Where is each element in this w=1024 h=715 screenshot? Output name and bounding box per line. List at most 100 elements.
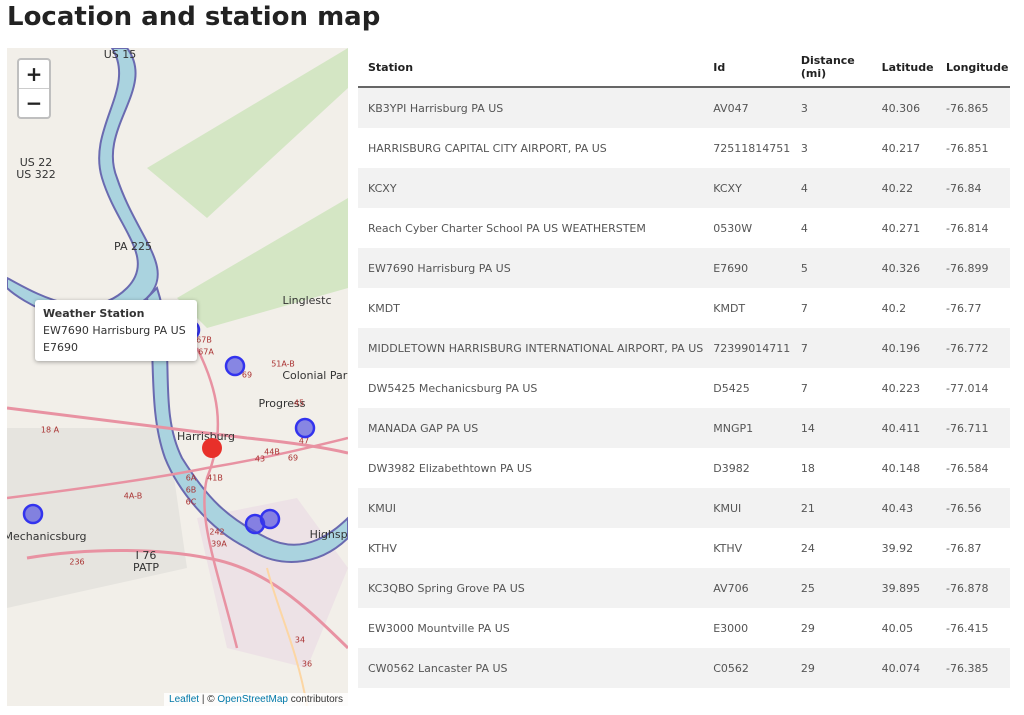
map-label: 36 <box>302 660 312 669</box>
table-row: KTHVKTHV2439.92-76.87 <box>358 528 1010 568</box>
table-cell: AV706 <box>703 568 791 608</box>
page-title: Location and station map <box>7 0 380 34</box>
column-header: Station <box>358 48 703 87</box>
map-label: 6C <box>186 498 197 507</box>
location-marker[interactable] <box>202 438 222 458</box>
table-cell: 40.326 <box>872 248 936 288</box>
table-cell: 39.92 <box>872 528 936 568</box>
table-row: KB3YPI Harrisburg PA USAV047340.306-76.8… <box>358 87 1010 128</box>
station-marker[interactable] <box>296 419 314 437</box>
map-label: 242 <box>209 528 224 537</box>
table-cell: 21 <box>791 488 872 528</box>
station-popup: Weather Station EW7690 Harrisburg PA US … <box>35 300 197 361</box>
table-cell: 18 <box>791 448 872 488</box>
table-cell: 40.306 <box>872 87 936 128</box>
map-label: Mechanicsburg <box>7 530 87 543</box>
map-attribution: Leaflet | © OpenStreetMap contributors <box>164 693 348 706</box>
table-cell: -76.77 <box>936 288 1010 328</box>
column-header: Longitude <box>936 48 1010 87</box>
table-cell: 4 <box>791 168 872 208</box>
station-marker[interactable] <box>226 357 244 375</box>
table-cell: Reach Cyber Charter School PA US WEATHER… <box>358 208 703 248</box>
map-label: 67A <box>198 348 214 357</box>
map-label: 51A-B <box>271 360 295 369</box>
table-cell: 0530W <box>703 208 791 248</box>
station-marker[interactable] <box>24 505 42 523</box>
table-cell: -77.014 <box>936 368 1010 408</box>
table-cell: MIDDLETOWN HARRISBURG INTERNATIONAL AIRP… <box>358 328 703 368</box>
table-row: MANADA GAP PA USMNGP11440.411-76.711 <box>358 408 1010 448</box>
table-cell: -76.772 <box>936 328 1010 368</box>
column-header: Latitude <box>872 48 936 87</box>
table-cell: EW7690 Harrisburg PA US <box>358 248 703 288</box>
table-cell: E3000 <box>703 608 791 648</box>
table-cell: -76.814 <box>936 208 1010 248</box>
table-cell: 29 <box>791 648 872 688</box>
table-cell: 29 <box>791 608 872 648</box>
column-header: Id <box>703 48 791 87</box>
map-label: PA 225 <box>114 240 152 253</box>
table-cell: 40.217 <box>872 128 936 168</box>
map-label: PATP <box>133 561 159 574</box>
map-label: Colonial Park <box>282 369 348 382</box>
table-cell: 7 <box>791 328 872 368</box>
table-cell: -76.711 <box>936 408 1010 448</box>
map-label: 69 <box>242 371 252 380</box>
osm-link[interactable]: OpenStreetMap <box>217 694 288 705</box>
station-marker[interactable] <box>261 510 279 528</box>
leaflet-link[interactable]: Leaflet <box>169 694 199 705</box>
table-cell: 40.43 <box>872 488 936 528</box>
map-label: 67B <box>196 336 212 345</box>
table-cell: KMUI <box>358 488 703 528</box>
table-row: DW5425 Mechanicsburg PA USD5425740.223-7… <box>358 368 1010 408</box>
table-cell: MANADA GAP PA US <box>358 408 703 448</box>
map-label: 18 A <box>41 426 60 435</box>
table-cell: KMDT <box>358 288 703 328</box>
attribution-separator: | © <box>202 694 215 705</box>
table-row: KMDTKMDT740.2-76.77 <box>358 288 1010 328</box>
table-cell: 4 <box>791 208 872 248</box>
map[interactable]: US 15US 22US 322PA 225LinglestcColonial … <box>7 48 348 706</box>
table-cell: -76.851 <box>936 128 1010 168</box>
table-cell: KTHV <box>358 528 703 568</box>
zoom-in-button[interactable]: + <box>19 60 49 89</box>
station-table: StationIdDistance (mi)LatitudeLongitude … <box>358 48 1010 688</box>
table-cell: EW3000 Mountville PA US <box>358 608 703 648</box>
table-cell: 40.411 <box>872 408 936 448</box>
zoom-out-button[interactable]: − <box>19 89 49 117</box>
table-cell: HARRISBURG CAPITAL CITY AIRPORT, PA US <box>358 128 703 168</box>
column-header: Distance (mi) <box>791 48 872 87</box>
table-cell: KC3QBO Spring Grove PA US <box>358 568 703 608</box>
table-body: KB3YPI Harrisburg PA USAV047340.306-76.8… <box>358 87 1010 688</box>
table-cell: 40.148 <box>872 448 936 488</box>
table-header-row: StationIdDistance (mi)LatitudeLongitude <box>358 48 1010 87</box>
table-cell: 3 <box>791 128 872 168</box>
table-cell: -76.415 <box>936 608 1010 648</box>
table-cell: KTHV <box>703 528 791 568</box>
table-cell: KB3YPI Harrisburg PA US <box>358 87 703 128</box>
table-cell: 40.2 <box>872 288 936 328</box>
map-label: Linglestc <box>282 294 331 307</box>
table-cell: 40.271 <box>872 208 936 248</box>
table-cell: 25 <box>791 568 872 608</box>
map-label: 69 <box>288 454 298 463</box>
table-cell: -76.84 <box>936 168 1010 208</box>
map-label: 4A-B <box>124 492 142 501</box>
table-cell: 72399014711 <box>703 328 791 368</box>
table-cell: D5425 <box>703 368 791 408</box>
map-label: 44B <box>264 448 280 457</box>
table-cell: -76.899 <box>936 248 1010 288</box>
map-label: US 322 <box>16 168 56 181</box>
map-label: Highspo <box>310 528 348 541</box>
table-cell: 40.074 <box>872 648 936 688</box>
popup-name: EW7690 Harrisburg PA US <box>43 324 186 337</box>
table-cell: C0562 <box>703 648 791 688</box>
table-cell: 39.895 <box>872 568 936 608</box>
table-cell: -76.584 <box>936 448 1010 488</box>
table-cell: 72511814751 <box>703 128 791 168</box>
table-cell: -76.878 <box>936 568 1010 608</box>
table-cell: DW5425 Mechanicsburg PA US <box>358 368 703 408</box>
map-label: US 15 <box>104 48 137 61</box>
